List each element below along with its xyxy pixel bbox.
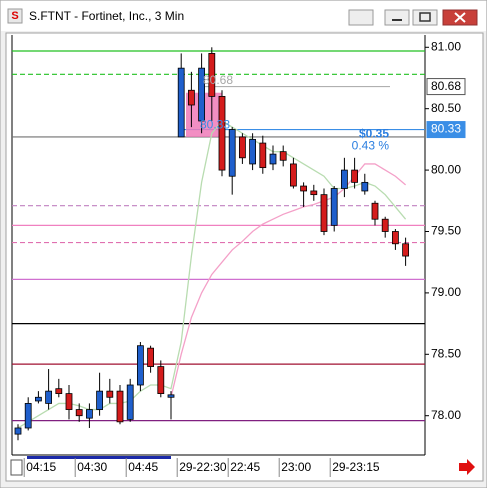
y-tick-label: 80.50 [431,101,461,115]
candle-body [65,393,73,410]
candle-body [269,153,277,165]
x-tick-label: 04:45 [128,460,158,474]
chart-title: S.FTNT - Fortinet, Inc., 3 Min [29,9,184,23]
x-tick-label: 29-22:30 [179,460,227,474]
price-marker-label: 80.33 [431,122,461,136]
candle-body [218,96,226,171]
annotation: 0.43 % [352,139,390,153]
scroll-arrow[interactable] [459,459,475,475]
candle-body [391,231,399,245]
link-button[interactable] [348,9,374,26]
candle-body [330,188,338,226]
chart-panel [5,32,484,482]
candle-body [351,169,359,183]
maximize-glyph [419,12,431,22]
scroll-bar[interactable] [27,456,171,459]
candle-body [126,384,134,420]
candle-body [310,190,318,196]
candle-body [228,129,236,177]
annotation: $0.35 [359,127,389,141]
app-icon [7,8,23,24]
candle-body [75,409,83,417]
app-icon-glyph: S [11,10,18,22]
candle-body [14,427,22,435]
x-tick-label: 29-23:15 [332,460,380,474]
x-tick-label: 22:45 [230,460,260,474]
candle-body [157,366,165,394]
annotation: 80.68 [203,73,233,87]
candle-body [86,409,93,419]
candle-body [320,194,328,232]
candle-body [106,390,114,398]
annotation: 80.33 [200,118,230,132]
candle-body [259,142,267,169]
candle-body [24,403,32,429]
close-glyph [454,12,466,23]
candle-body [147,347,155,367]
candle-body [177,67,185,138]
candle-body [289,163,297,187]
x-tick-label: 04:30 [77,460,107,474]
x-tick-label: 23:00 [281,460,311,474]
candle-body [198,67,206,122]
candle-body [361,181,369,192]
minimize-button[interactable] [384,9,410,26]
candle-body [116,390,124,423]
y-tick-label: 79.00 [431,285,461,299]
candle-body [45,390,52,404]
scroll-box[interactable] [10,459,23,476]
moving-average [170,163,407,398]
y-tick-label: 79.50 [431,224,461,238]
candle-body [96,390,103,410]
candle-body [402,243,410,257]
y-tick-label: 78.00 [431,408,461,422]
candle-body [136,345,144,386]
candle-body [35,396,42,402]
candle-body [371,202,379,220]
price-marker [426,121,466,139]
candle-body [279,151,287,161]
candle-body [249,138,257,165]
maximize-button[interactable] [412,9,438,26]
candle-body [167,394,175,398]
candle-body [55,388,63,394]
y-tick-label: 78.50 [431,346,461,360]
y-tick-label: 81.00 [431,39,461,53]
candle-body [300,185,308,192]
x-tick-label: 04:15 [26,460,56,474]
y-tick-label: 80.00 [431,162,461,176]
candle-body [238,136,246,159]
candle-body [381,218,389,232]
candle-body [187,89,195,106]
candle-body [208,53,216,97]
candle-body [340,169,348,189]
price-marker-label: 80.68 [431,79,461,93]
price-marker [426,78,466,96]
